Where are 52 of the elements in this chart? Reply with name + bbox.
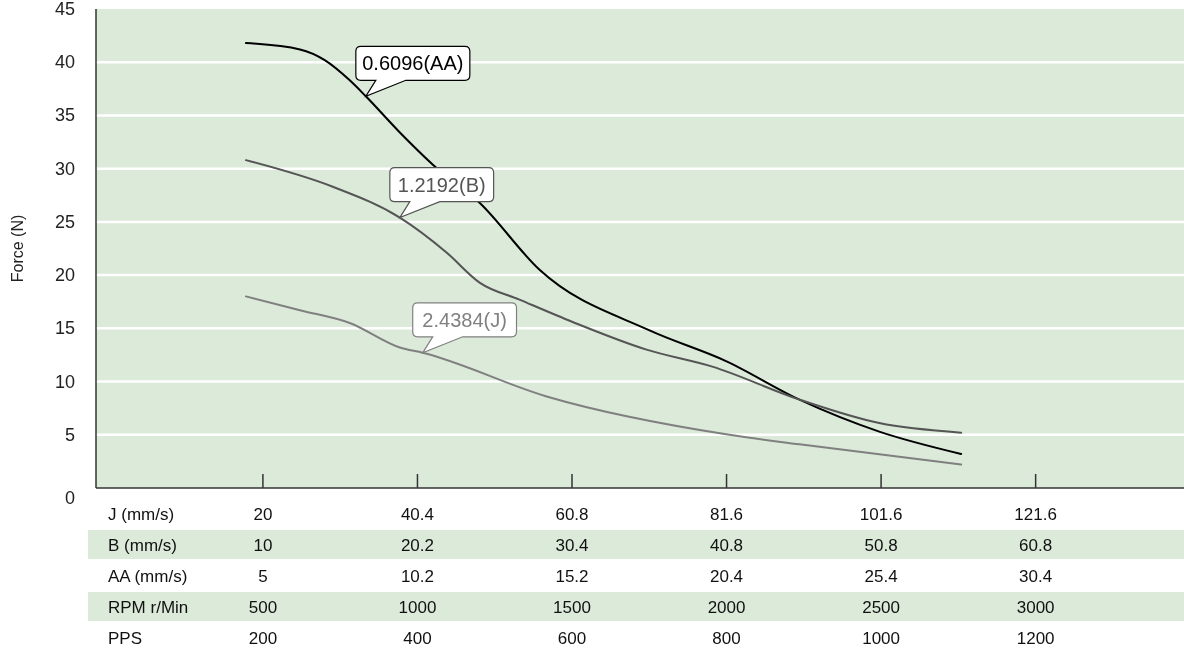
text: 20.4 [710, 567, 744, 586]
y-tick-label: 0 [64, 488, 75, 508]
series-label: 2.4384(J) [422, 308, 507, 331]
x2-tick-label: 200 [248, 629, 278, 648]
text: 30.4 [555, 536, 589, 555]
line-series [244, 159, 963, 434]
y-tick-label: 20 [54, 265, 75, 286]
text: 30.4 [1019, 567, 1053, 586]
line-series [244, 295, 963, 466]
y-tick-label: 30 [54, 158, 75, 179]
x-tick-label: 500 [248, 598, 278, 617]
text: B (mm/s) [108, 536, 177, 555]
text: 60.8 [1019, 536, 1053, 555]
x2-axis-title: PPS [108, 629, 143, 648]
y-tick-label: 25 [54, 211, 75, 232]
x-tick-label: 1500 [553, 598, 591, 617]
series-label: 1.2192(B) [397, 173, 486, 196]
x-tick-label: 3000 [1016, 598, 1055, 617]
text: 20 [253, 505, 273, 524]
x2-tick-label: 400 [403, 629, 432, 648]
text: 40.8 [710, 536, 744, 555]
x2-tick-label: 1000 [862, 629, 900, 648]
y-tick-label: 5 [64, 424, 75, 445]
x2-tick-label: 800 [712, 629, 741, 648]
y-tick-label: 35 [54, 105, 75, 126]
text: 60.8 [555, 505, 589, 524]
x-tick-label: 2000 [707, 598, 746, 617]
text: 10 [253, 536, 273, 555]
text: 15.2 [555, 567, 589, 586]
x2-tick-label: 1200 [1016, 629, 1055, 648]
text: 25.4 [864, 567, 898, 586]
x-tick-label: 2500 [862, 598, 900, 617]
text: 10.2 [400, 567, 434, 586]
y-axis-title: Force (N) [9, 214, 26, 283]
y-tick-label: 45 [54, 0, 75, 19]
text: 5 [258, 567, 268, 586]
text: J (mm/s) [108, 505, 175, 524]
x-axis-title: RPM r/Min [108, 598, 189, 617]
y-tick-label: 10 [54, 371, 75, 392]
series-label: 0.6096(AA) [362, 52, 464, 75]
text: 81.6 [710, 505, 744, 524]
y-tick-label: 15 [54, 318, 75, 339]
text: 20.2 [400, 536, 434, 555]
text: 101.6 [859, 505, 903, 524]
text: 50.8 [864, 536, 898, 555]
text: 121.6 [1014, 505, 1057, 524]
text: AA (mm/s) [108, 567, 188, 586]
text: 40.4 [400, 505, 434, 524]
x-tick-label: 1000 [398, 598, 437, 617]
y-tick-label: 40 [54, 52, 75, 73]
line-series [244, 42, 963, 455]
x2-tick-label: 600 [557, 629, 587, 648]
